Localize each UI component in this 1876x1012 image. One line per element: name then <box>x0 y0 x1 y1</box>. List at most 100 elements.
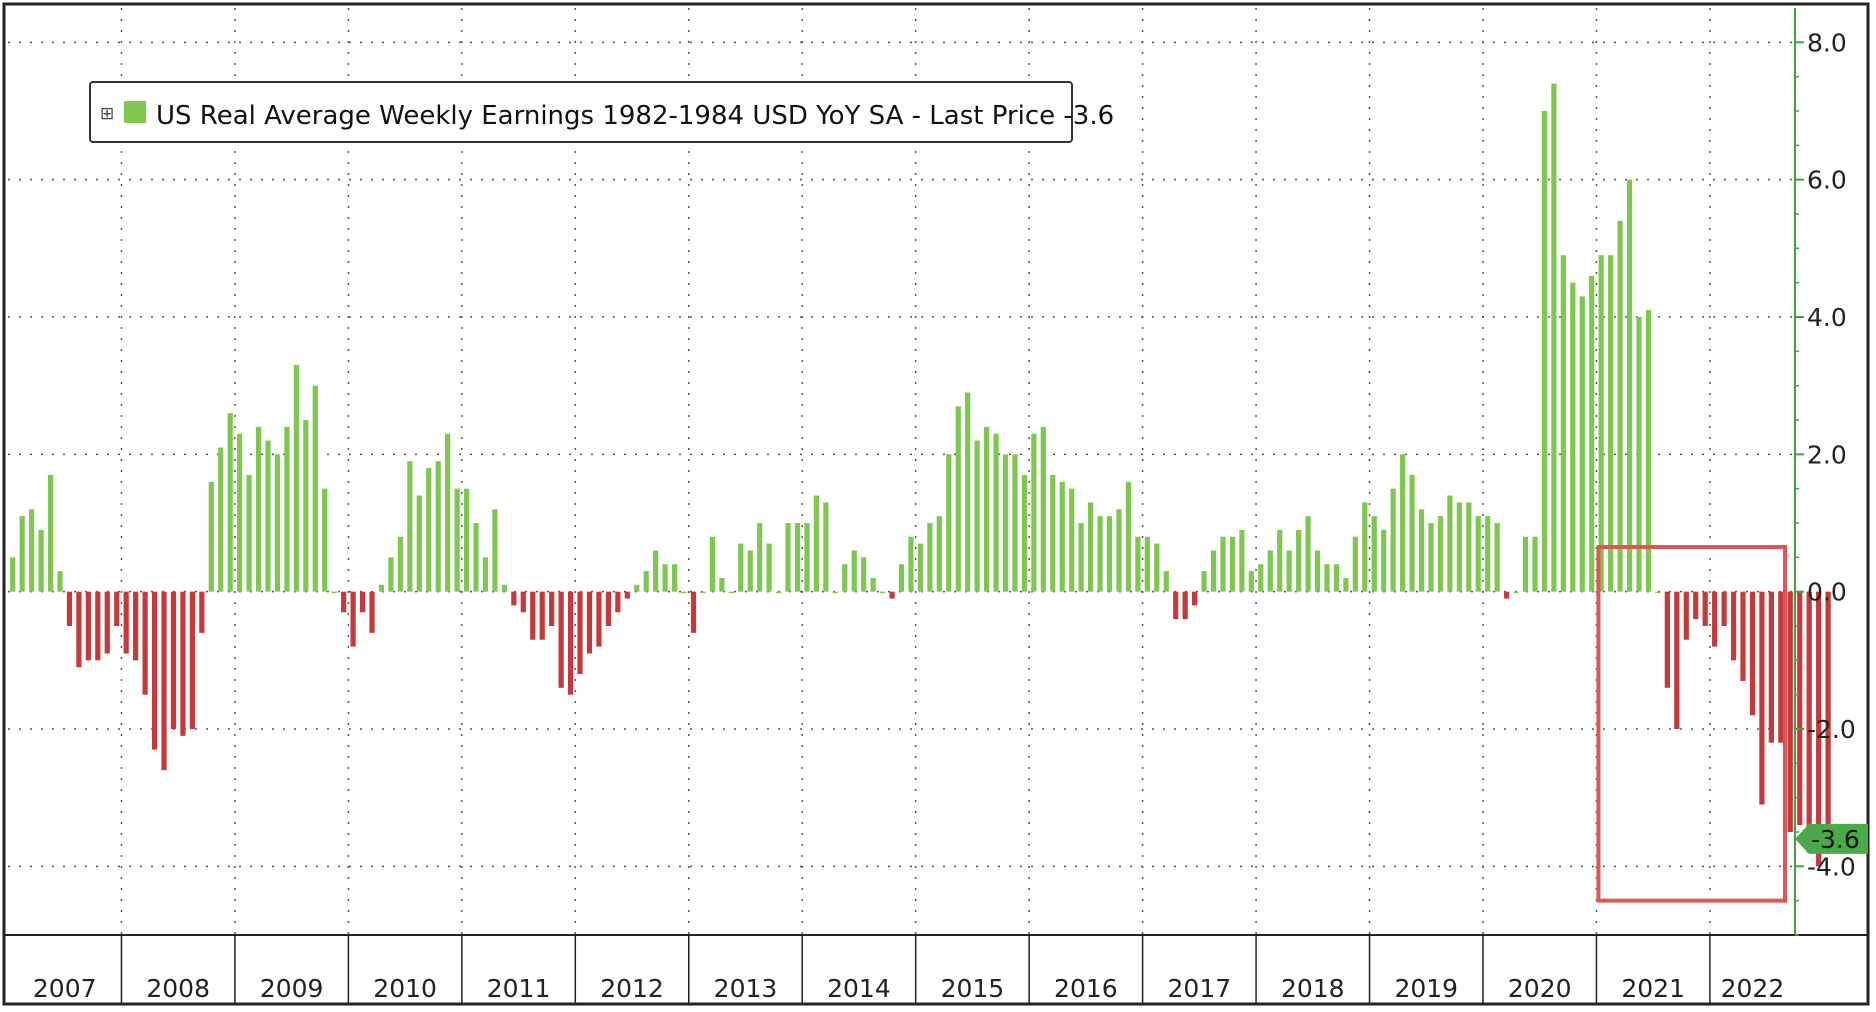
bar <box>549 591 555 626</box>
bar <box>917 543 924 592</box>
y-tick-label: -2.0 <box>1807 715 1856 744</box>
bar <box>1390 488 1396 592</box>
bar <box>870 577 876 592</box>
bar <box>492 509 498 592</box>
x-tick-label: 2020 <box>1508 974 1572 1003</box>
bar <box>265 440 271 592</box>
bar <box>1418 509 1425 592</box>
bar <box>1343 577 1349 592</box>
bar <box>842 564 848 592</box>
y-tick-label: 6.0 <box>1807 166 1847 195</box>
bar <box>1286 550 1292 592</box>
gridlines <box>8 8 1795 935</box>
bar <box>889 591 895 599</box>
bar <box>605 591 611 626</box>
bar <box>1589 275 1595 592</box>
bar <box>1352 536 1358 592</box>
bar <box>1456 502 1462 592</box>
bar <box>331 591 337 594</box>
bar <box>1220 536 1226 592</box>
bar <box>1248 571 1254 592</box>
bar <box>1210 550 1217 592</box>
bar <box>1513 591 1519 594</box>
bar <box>1740 591 1746 681</box>
bar <box>1768 591 1774 743</box>
bar <box>1192 591 1198 606</box>
bar <box>378 584 385 592</box>
bar <box>700 591 706 594</box>
bar <box>586 591 593 654</box>
bar <box>1277 529 1283 592</box>
bar <box>898 564 905 592</box>
bar <box>983 426 990 592</box>
bar <box>501 584 507 592</box>
bar <box>1655 591 1661 594</box>
bar <box>227 413 233 592</box>
bar <box>1154 543 1160 592</box>
bar <box>1069 488 1075 592</box>
x-tick-label: 2008 <box>146 974 210 1003</box>
bar <box>1825 591 1831 839</box>
bar <box>237 433 243 592</box>
bar <box>397 536 403 592</box>
bar <box>766 543 772 592</box>
axes: 2007 2008 2009 2010 2011 2012 2013 2014 2015 2016… <box>4 8 1868 1004</box>
bar <box>1532 536 1538 592</box>
y-tick-label: -4.0 <box>1807 852 1856 881</box>
bar <box>1324 564 1330 592</box>
bar <box>861 557 867 592</box>
x-tick-label: 2021 <box>1621 974 1685 1003</box>
bar <box>1683 591 1689 640</box>
bar <box>426 468 432 592</box>
bar <box>1522 536 1529 592</box>
bar <box>946 454 952 592</box>
bar <box>473 523 479 592</box>
bar <box>350 591 356 647</box>
bar <box>95 591 101 661</box>
bar <box>1362 502 1368 592</box>
bar <box>927 523 933 592</box>
bar <box>1371 516 1377 592</box>
bar <box>1106 516 1113 592</box>
bar <box>662 564 668 592</box>
y-tick-label: 2.0 <box>1807 440 1847 469</box>
bar <box>416 495 422 592</box>
bar <box>38 529 44 592</box>
bar <box>1494 523 1500 592</box>
bar <box>643 571 649 592</box>
bar <box>1466 502 1472 592</box>
bar <box>1097 516 1103 592</box>
bar <box>435 461 441 592</box>
bar <box>908 536 914 592</box>
bar <box>785 523 791 592</box>
x-tick-label: 2010 <box>373 974 437 1003</box>
bar <box>246 474 252 592</box>
bar <box>1797 591 1803 826</box>
bar <box>114 591 120 626</box>
bar <box>19 516 25 592</box>
bar <box>1381 529 1387 592</box>
bar <box>634 584 640 592</box>
bar <box>1447 495 1453 592</box>
bar <box>284 426 290 592</box>
bar <box>615 591 621 613</box>
bar <box>1778 591 1784 743</box>
bar <box>804 523 810 592</box>
bar <box>1078 523 1084 592</box>
bar <box>1702 591 1708 626</box>
bar <box>1400 454 1406 592</box>
bar <box>567 591 574 695</box>
bar <box>57 571 63 592</box>
bar <box>974 440 980 592</box>
bar <box>1050 474 1056 592</box>
legend-expand-icon[interactable]: ⊞ <box>100 104 114 124</box>
legend-swatch <box>124 101 146 123</box>
bar <box>482 557 489 592</box>
bar <box>29 509 35 592</box>
bar <box>1059 481 1065 592</box>
bar <box>709 536 715 592</box>
bar <box>1314 550 1321 592</box>
bar <box>1485 516 1491 592</box>
y-tick-label: 0.0 <box>1807 578 1847 607</box>
